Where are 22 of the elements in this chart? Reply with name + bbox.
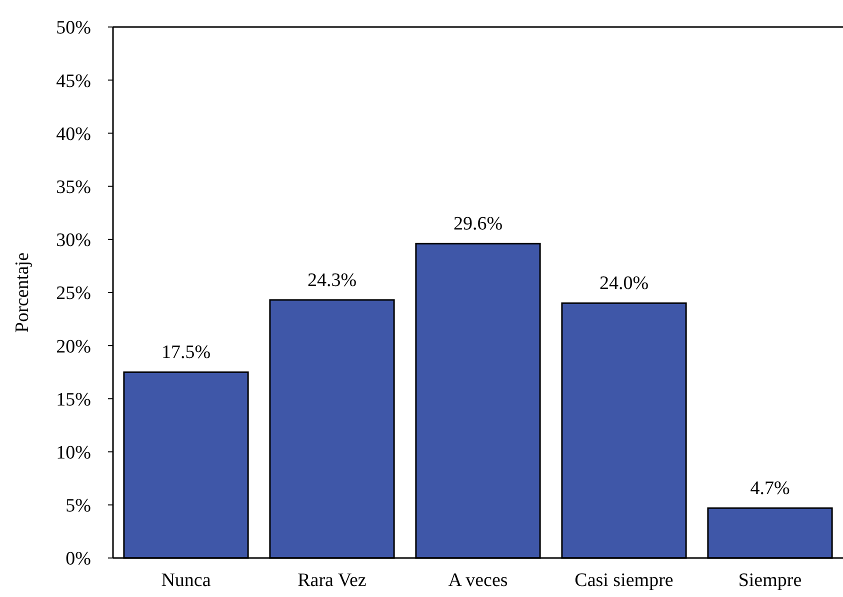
data-label: 24.0% xyxy=(599,273,649,294)
x-tick-label: Casi siempre xyxy=(574,570,674,591)
y-tick-label: 35% xyxy=(56,176,92,198)
y-tick-label: 45% xyxy=(56,70,92,92)
x-tick-label: A veces xyxy=(448,570,508,591)
y-tick-label: 15% xyxy=(56,389,92,410)
y-tick-label: 30% xyxy=(56,230,92,252)
y-tick-label: 20% xyxy=(56,336,92,358)
y-tick-label: 50% xyxy=(56,18,92,39)
data-label: 4.7% xyxy=(750,478,790,500)
y-tick-label: 25% xyxy=(56,283,92,304)
y-tick-label: 10% xyxy=(56,442,92,464)
data-label: 24.3% xyxy=(307,270,357,291)
y-tick-label: 5% xyxy=(66,496,92,517)
x-tick-label: Rara Vez xyxy=(298,570,366,591)
y-tick-label: 0% xyxy=(66,548,92,570)
x-tick-label: Nunca xyxy=(161,570,212,591)
x-tick-label: Siempre xyxy=(738,570,802,591)
y-tick-label: 40% xyxy=(56,124,92,145)
y-axis-title: Porcentaje xyxy=(12,252,33,333)
data-label: 17.5% xyxy=(161,342,211,364)
data-label: 29.6% xyxy=(453,214,503,235)
